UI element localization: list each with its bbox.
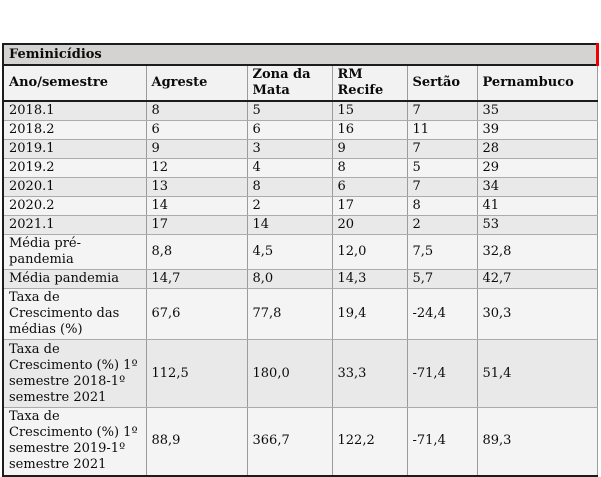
value-cell: 9 [145, 139, 248, 159]
value-cell: 32,8 [476, 234, 598, 270]
value-cell: 8 [246, 177, 333, 197]
value-cell: 29 [476, 158, 598, 178]
row-label: 2018.2 [2, 120, 147, 140]
table-header-row: Ano/semestre Agreste Zona da Mata RM Rec… [2, 64, 598, 102]
value-cell: 6 [331, 177, 408, 197]
value-cell: 9 [331, 139, 408, 159]
value-cell: -24,4 [406, 288, 478, 340]
column-header-rm-recife: RM Recife [331, 64, 408, 102]
table-row: Taxa de Crescimento das médias (%) 67,6 77… [2, 288, 598, 340]
value-cell: 12,0 [331, 234, 408, 270]
value-cell: 35 [476, 100, 598, 121]
table-row: 2019.2 12 4 8 5 29 [2, 158, 598, 178]
row-label: Taxa de Crescimento (%) 1º semestre 2019… [2, 407, 147, 477]
value-cell: 39 [476, 120, 598, 140]
value-cell: 4,5 [246, 234, 333, 270]
table-row: Média pré-pandemia 8,8 4,5 12,0 7,5 32,8 [2, 234, 598, 270]
value-cell: 19,4 [331, 288, 408, 340]
row-label: 2020.2 [2, 196, 147, 216]
column-header-zona-da-mata: Zona da Mata [246, 64, 333, 102]
column-header-sertao: Sertão [406, 64, 478, 102]
value-cell: 2 [246, 196, 333, 216]
table-row: 2021.1 17 14 20 2 53 [2, 215, 598, 235]
table-row: 2019.1 9 3 9 7 28 [2, 139, 598, 159]
value-cell: 366,7 [246, 407, 333, 477]
value-cell: 112,5 [145, 339, 248, 408]
value-cell: 33,3 [331, 339, 408, 408]
value-cell: 6 [145, 120, 248, 140]
value-cell: 34 [476, 177, 598, 197]
value-cell: 122,2 [331, 407, 408, 477]
row-label: 2019.2 [2, 158, 147, 178]
table-row: Taxa de Crescimento (%) 1º semestre 2018… [2, 339, 598, 408]
value-cell: 3 [246, 139, 333, 159]
table-body: 2018.1 8 5 15 7 35 2018.2 6 6 16 11 39 2019.1 9 3 9 7 28 2… [2, 100, 598, 477]
value-cell: 8,8 [145, 234, 248, 270]
value-cell: 7 [406, 139, 478, 159]
value-cell: 14,3 [331, 269, 408, 289]
value-cell: 88,9 [145, 407, 248, 477]
value-cell: 14,7 [145, 269, 248, 289]
value-cell: 7 [406, 177, 478, 197]
value-cell: 13 [145, 177, 248, 197]
table-row: Taxa de Crescimento (%) 1º semestre 2019… [2, 407, 598, 477]
value-cell: 180,0 [246, 339, 333, 408]
row-label: 2020.1 [2, 177, 147, 197]
value-cell: 41 [476, 196, 598, 216]
value-cell: 42,7 [476, 269, 598, 289]
value-cell: 5 [406, 158, 478, 178]
value-cell: 8 [145, 100, 248, 121]
value-cell: 8 [406, 196, 478, 216]
feminicidios-table-container: Feminicídios Ano/semestre Agreste Zona d… [2, 43, 599, 477]
column-header-ano-semestre: Ano/semestre [2, 64, 147, 102]
value-cell: 2 [406, 215, 478, 235]
value-cell: 89,3 [476, 407, 598, 477]
value-cell: 77,8 [246, 288, 333, 340]
value-cell: 5 [246, 100, 333, 121]
page: { "table": { "title": "Feminicídios", "c… [2, 43, 599, 477]
value-cell: 7 [406, 100, 478, 121]
value-cell: 14 [246, 215, 333, 235]
row-label: Taxa de Crescimento (%) 1º semestre 2018… [2, 339, 147, 408]
value-cell: 51,4 [476, 339, 598, 408]
value-cell: 15 [331, 100, 408, 121]
table-row: 2020.1 13 8 6 7 34 [2, 177, 598, 197]
value-cell: 17 [331, 196, 408, 216]
value-cell: 8,0 [246, 269, 333, 289]
value-cell: 17 [145, 215, 248, 235]
row-label: Média pandemia [2, 269, 147, 289]
value-cell: 67,6 [145, 288, 248, 340]
table-row: 2018.1 8 5 15 7 35 [2, 100, 598, 121]
value-cell: 14 [145, 196, 248, 216]
value-cell: 16 [331, 120, 408, 140]
value-cell: 8 [331, 158, 408, 178]
table-title: Feminicídios [2, 43, 599, 66]
table-row: 2020.2 14 2 17 8 41 [2, 196, 598, 216]
value-cell: 12 [145, 158, 248, 178]
table-title-row: Feminicídios [2, 43, 599, 66]
value-cell: 30,3 [476, 288, 598, 340]
value-cell: 4 [246, 158, 333, 178]
value-cell: 5,7 [406, 269, 478, 289]
table-row: Média pandemia 14,7 8,0 14,3 5,7 42,7 [2, 269, 598, 289]
value-cell: 6 [246, 120, 333, 140]
row-label: 2019.1 [2, 139, 147, 159]
value-cell: 20 [331, 215, 408, 235]
feminicidios-table: Feminicídios Ano/semestre Agreste Zona d… [2, 43, 599, 477]
column-header-agreste: Agreste [145, 64, 248, 102]
row-label: Média pré-pandemia [2, 234, 147, 270]
row-label: 2021.1 [2, 215, 147, 235]
value-cell: 28 [476, 139, 598, 159]
table-row: 2018.2 6 6 16 11 39 [2, 120, 598, 140]
value-cell: -71,4 [406, 339, 478, 408]
row-label: 2018.1 [2, 100, 147, 121]
value-cell: 53 [476, 215, 598, 235]
value-cell: -71,4 [406, 407, 478, 477]
value-cell: 11 [406, 120, 478, 140]
value-cell: 7,5 [406, 234, 478, 270]
column-header-pernambuco: Pernambuco [476, 64, 598, 102]
row-label: Taxa de Crescimento das médias (%) [2, 288, 147, 340]
